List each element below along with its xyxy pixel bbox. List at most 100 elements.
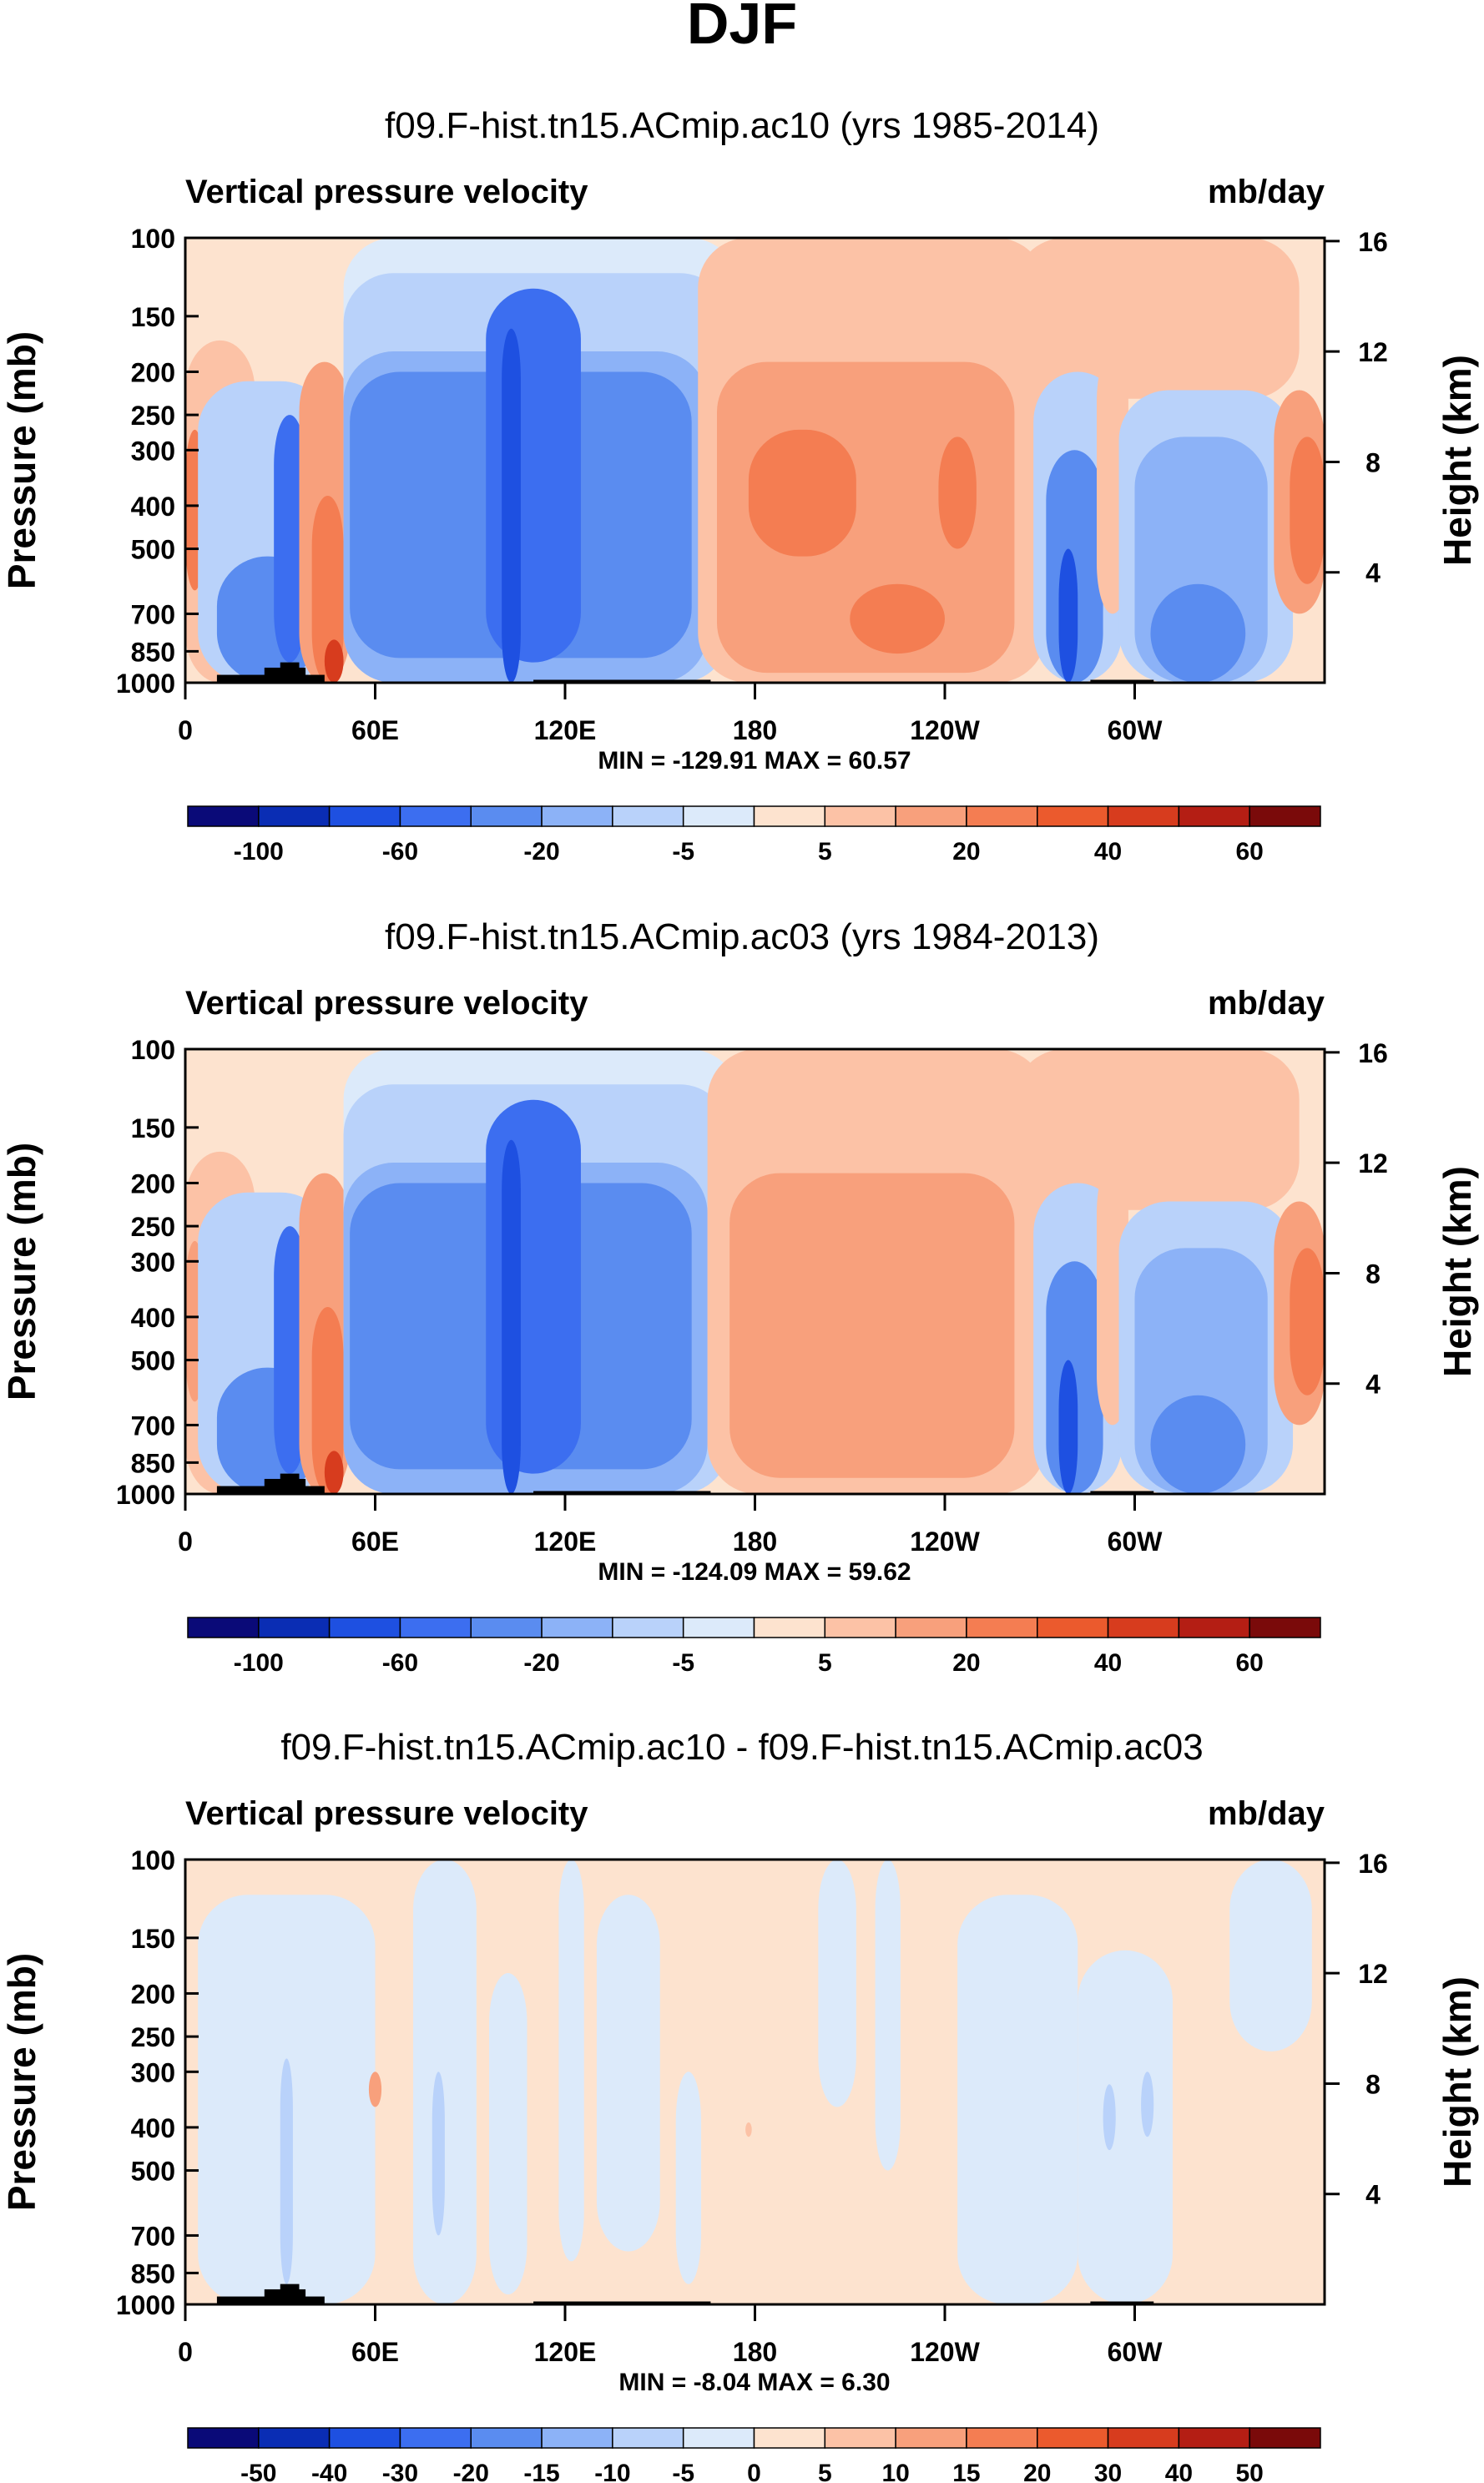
y-tick-label: 150 (131, 1113, 175, 1143)
chart-panel-3: f09.F-hist.tn15.ACmip.ac10 - f09.F-hist.… (0, 1727, 1479, 2483)
terrain-mask (1090, 1491, 1154, 1494)
terrain-mask (533, 679, 711, 683)
colorbar-label: -20 (523, 838, 559, 866)
y-tick-label: 400 (131, 2113, 175, 2143)
units-label: mb/day (1208, 985, 1325, 1022)
colorbar-swatch (1178, 2427, 1250, 2449)
height-tick-label: 16 (1358, 1038, 1388, 1068)
contour-region (748, 429, 856, 557)
colorbar-swatch (824, 2427, 896, 2449)
terrain-mask (533, 2301, 711, 2304)
colorbar-swatch (682, 2427, 755, 2449)
contour-region (1014, 1049, 1300, 1210)
contour-region (274, 415, 306, 663)
x-tick-label: 0 (178, 715, 193, 745)
contour-region (957, 1895, 1078, 2304)
colorbar-swatch (895, 1617, 967, 1638)
contour-region (1014, 238, 1300, 399)
colorbar-swatch (612, 805, 684, 827)
colorbar-swatch (682, 805, 755, 827)
colorbar-swatch (328, 2427, 401, 2449)
x-tick-label: 60W (1108, 1527, 1163, 1557)
colorbar-label: 15 (952, 2460, 980, 2483)
height-tick-label: 16 (1358, 1849, 1388, 1879)
contour-region (368, 2072, 382, 2107)
contour-region (502, 328, 521, 683)
colorbar: -100 -60 -20 -5 5 20 40 60 (187, 1617, 1321, 1677)
x-tick-label: 120E (534, 715, 597, 745)
colorbar-swatch (1249, 805, 1321, 827)
colorbar-swatch (258, 805, 331, 827)
contour-field (185, 1860, 1325, 2304)
colorbar-label: -10 (594, 2460, 630, 2483)
contour-region (324, 1451, 344, 1494)
y-tick-label: 850 (131, 1448, 175, 1478)
colorbar-label: -60 (382, 838, 418, 866)
y-tick-label: 200 (131, 357, 175, 387)
height-tick-label: 16 (1358, 227, 1388, 257)
colorbar-label: 20 (952, 838, 980, 866)
panel-title: f09.F-hist.tn15.ACmip.ac03 (yrs 1984-201… (385, 916, 1099, 957)
contour-region (1103, 2084, 1116, 2151)
contour-region (818, 1860, 856, 2107)
y-tick-label: 850 (131, 2258, 175, 2289)
contour-region (675, 2072, 702, 2284)
contour-region (1150, 1395, 1246, 1494)
colorbar-swatch (895, 805, 967, 827)
colorbar-label: 40 (1094, 1649, 1122, 1677)
contour-region (489, 1973, 527, 2295)
terrain-mask (280, 2284, 300, 2304)
x-tick-label: 120E (534, 1527, 597, 1557)
colorbar-swatch (895, 2427, 967, 2449)
contour-region (729, 1173, 1015, 1478)
contour-region (1229, 1860, 1312, 2052)
panel-title: f09.F-hist.tn15.ACmip.ac10 - f09.F-hist.… (280, 1727, 1203, 1768)
variable-label: Vertical pressure velocity (185, 985, 588, 1022)
x-tick-label: 180 (733, 715, 777, 745)
contour-region (558, 1860, 584, 2262)
contour-region (311, 1307, 344, 1494)
y-axis-title: Pressure (mb) (0, 331, 43, 589)
height-tick-label: 4 (1365, 1370, 1381, 1400)
y-tick-label: 700 (131, 2221, 175, 2251)
contour-region (324, 639, 344, 683)
colorbar-label: 60 (1236, 838, 1264, 866)
x-tick-label: 180 (733, 2337, 777, 2367)
colorbar-swatch (1107, 1617, 1180, 1638)
colorbar-swatch (541, 2427, 613, 2449)
colorbar-swatch (187, 1617, 260, 1638)
contour-region (413, 1860, 477, 2304)
colorbar-swatch (824, 1617, 896, 1638)
terrain-mask (533, 1491, 711, 1494)
contour-region (1058, 1360, 1078, 1494)
x-tick-label: 60W (1108, 2337, 1163, 2367)
colorbar-swatch (612, 2427, 684, 2449)
contour-region (745, 2122, 752, 2137)
colorbar-swatch (1249, 2427, 1321, 2449)
contour-region (596, 1895, 660, 2252)
y-tick-label: 200 (131, 1168, 175, 1199)
y-tick-label: 1000 (116, 1480, 175, 1510)
x-tick-label: 180 (733, 1527, 777, 1557)
chart-panel-2: f09.F-hist.tn15.ACmip.ac03 (yrs 1984-201… (0, 916, 1479, 1677)
colorbar-label: 0 (747, 2460, 761, 2483)
colorbar: -50 -40 -30 -20 -15 -10 -5 0 5 10 15 20 30 40 50 (187, 2427, 1321, 2483)
height-tick-label: 8 (1365, 2069, 1381, 2099)
colorbar-label: 5 (818, 838, 832, 866)
colorbar-label: -5 (672, 838, 694, 866)
panel-title: f09.F-hist.tn15.ACmip.ac10 (yrs 1985-201… (385, 105, 1099, 146)
y-tick-label: 500 (131, 2157, 175, 2187)
y-axis-title: Pressure (mb) (0, 1953, 43, 2211)
colorbar-swatch (753, 805, 826, 827)
colorbar-swatch (399, 1617, 472, 1638)
y-tick-label: 150 (131, 302, 175, 332)
colorbar-label: -50 (240, 2460, 276, 2483)
terrain-mask (280, 1473, 300, 1494)
units-label: mb/day (1208, 1795, 1325, 1832)
colorbar-label: -20 (523, 1649, 559, 1677)
y-tick-label: 300 (131, 436, 175, 466)
colorbar-swatch (187, 805, 260, 827)
x-tick-label: 0 (178, 2337, 193, 2367)
contour-region (1141, 2072, 1154, 2137)
y-tick-label: 250 (131, 401, 175, 431)
